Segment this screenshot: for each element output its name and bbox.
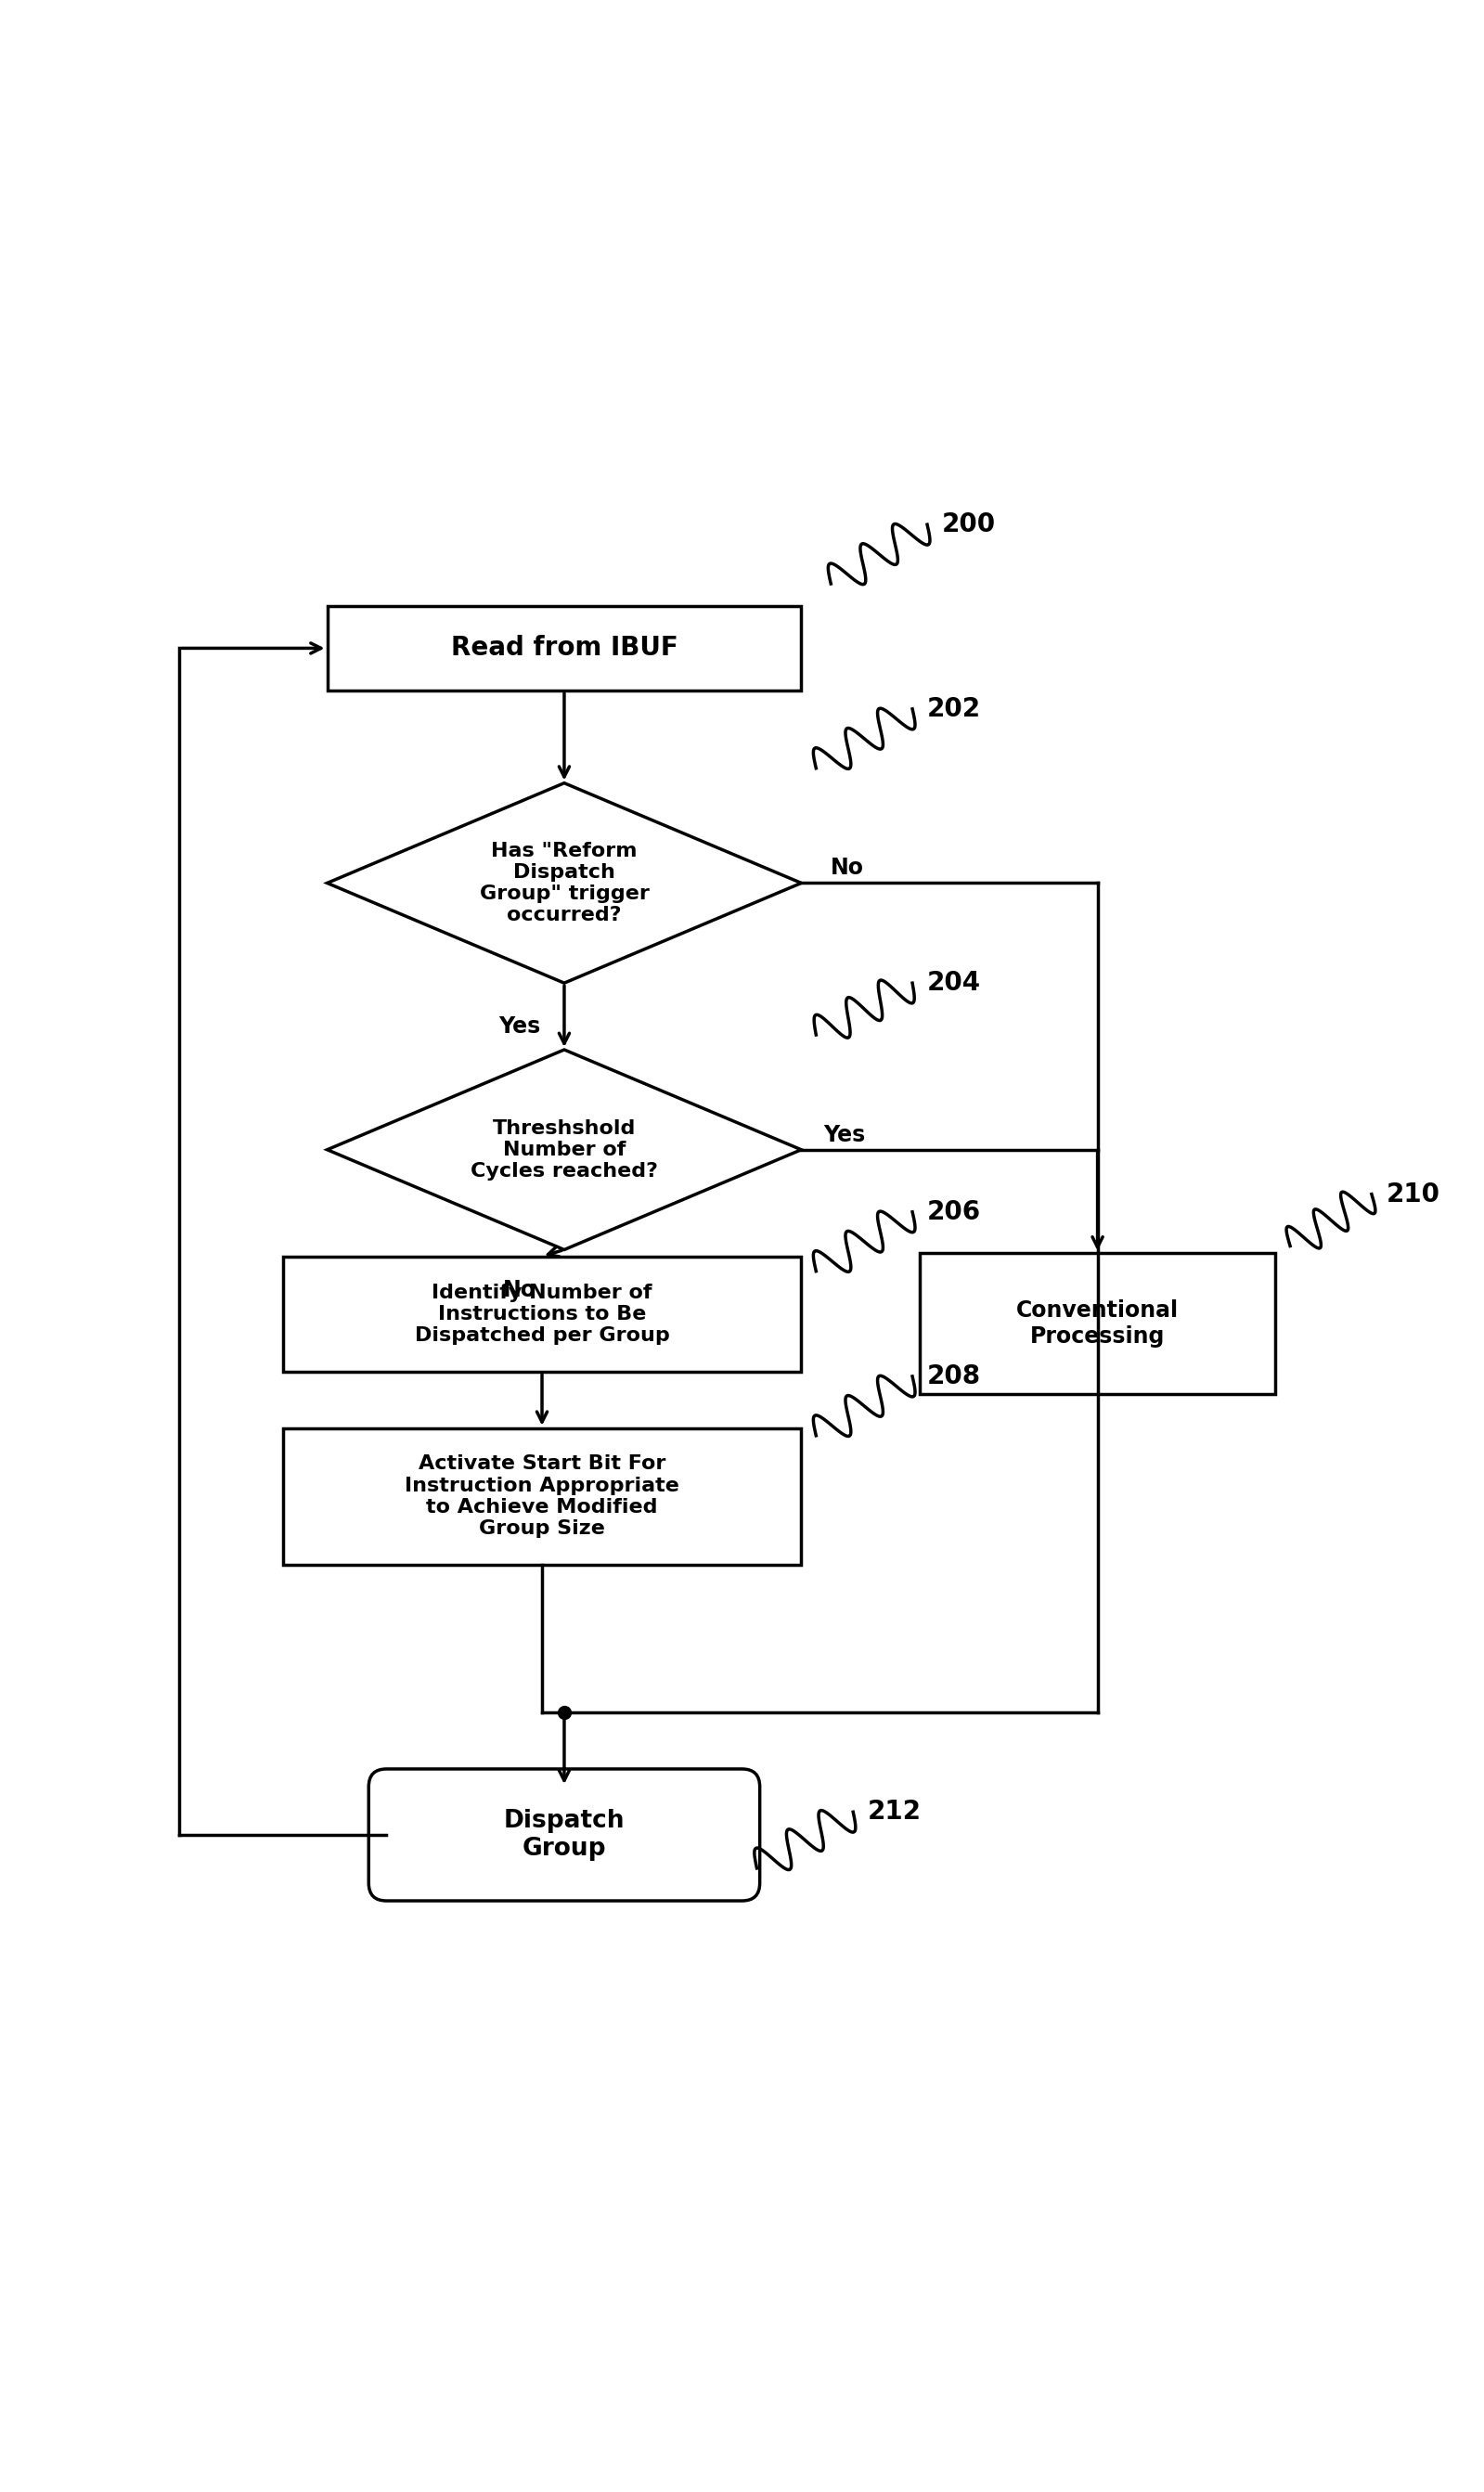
Text: Threshshold
Number of
Cycles reached?: Threshshold Number of Cycles reached? [470, 1119, 657, 1181]
Text: Read from IBUF: Read from IBUF [451, 635, 678, 660]
Text: 210: 210 [1386, 1181, 1441, 1206]
Text: Yes: Yes [824, 1124, 865, 1146]
Text: 200: 200 [942, 511, 996, 538]
Text: 206: 206 [928, 1199, 981, 1226]
Text: No: No [503, 1278, 537, 1301]
FancyBboxPatch shape [326, 606, 801, 690]
FancyBboxPatch shape [920, 1253, 1275, 1393]
Text: Identify Number of
Instructions to Be
Dispatched per Group: Identify Number of Instructions to Be Di… [414, 1283, 669, 1346]
Text: No: No [831, 857, 864, 880]
Text: 202: 202 [928, 695, 981, 723]
Polygon shape [326, 782, 801, 982]
Text: 204: 204 [928, 969, 981, 997]
Text: Activate Start Bit For
Instruction Appropriate
to Achieve Modified
Group Size: Activate Start Bit For Instruction Appro… [405, 1455, 680, 1538]
FancyBboxPatch shape [283, 1428, 801, 1565]
Text: Yes: Yes [499, 1017, 540, 1037]
FancyBboxPatch shape [283, 1256, 801, 1373]
Text: Has "Reform
Dispatch
Group" trigger
occurred?: Has "Reform Dispatch Group" trigger occu… [479, 842, 649, 925]
Text: Dispatch
Group: Dispatch Group [503, 1809, 625, 1862]
Text: Conventional
Processing: Conventional Processing [1017, 1301, 1178, 1348]
Polygon shape [326, 1049, 801, 1248]
Text: 212: 212 [868, 1799, 922, 1824]
Text: 208: 208 [928, 1363, 981, 1391]
FancyBboxPatch shape [368, 1769, 760, 1901]
